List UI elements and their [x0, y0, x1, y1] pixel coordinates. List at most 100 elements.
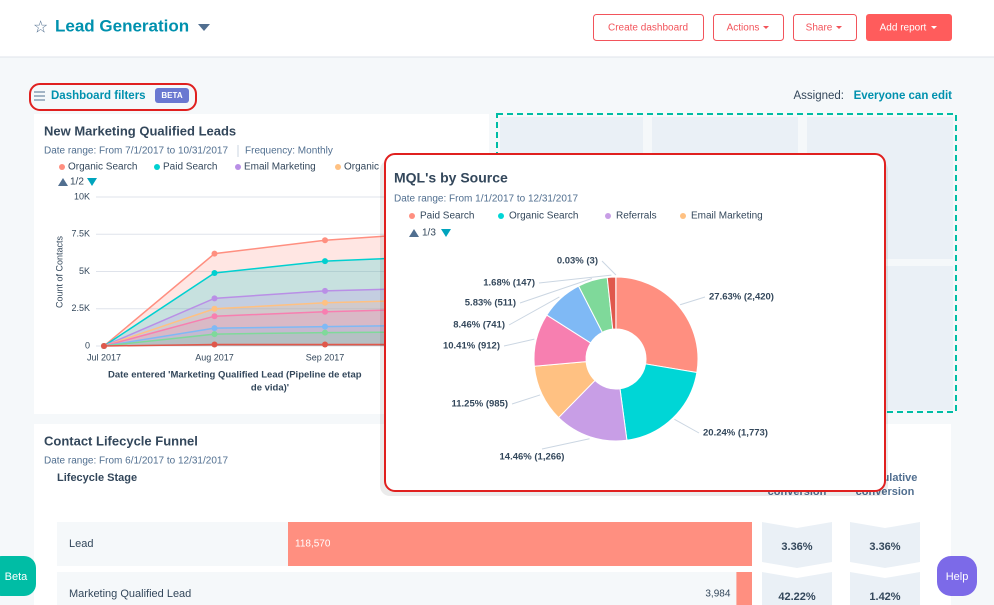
- legend-label: Organic Search: [509, 211, 578, 222]
- area: [104, 325, 436, 346]
- column-header: ulative: [883, 472, 918, 484]
- line: [103, 255, 436, 347]
- point: [211, 250, 218, 257]
- column-header: Lifecycle Stage: [57, 472, 137, 484]
- slice-label: 8.46% (741): [453, 320, 505, 331]
- point: [211, 341, 218, 348]
- legend-dot: [498, 213, 504, 219]
- point: [322, 237, 328, 244]
- x-axis-title: de vida)': [251, 383, 289, 394]
- point: [211, 269, 218, 276]
- leader-line: [674, 418, 700, 434]
- button-frame: [793, 14, 857, 41]
- filters-link[interactable]: Dashboard filters: [51, 90, 146, 102]
- badge-label: BETA: [161, 91, 182, 100]
- beta-label: Beta: [5, 571, 29, 583]
- leader-line: [538, 274, 612, 284]
- date-range: Date range: From 6/1/2017 to 12/31/2017: [44, 456, 228, 467]
- area: [104, 331, 436, 346]
- button-label: Create dashboard: [608, 23, 688, 34]
- conversion-badge: [762, 572, 832, 605]
- slice-label: 27.63% (2,420): [709, 292, 774, 303]
- point: [211, 305, 218, 312]
- star-icon[interactable]: ☆: [33, 17, 48, 36]
- point: [322, 308, 328, 315]
- bar-label: 118,570: [295, 539, 331, 550]
- slice-label: 14.46% (1,266): [500, 452, 565, 463]
- popup-title: MQL's by Source: [394, 170, 508, 186]
- point: [211, 295, 218, 302]
- point: [101, 343, 107, 349]
- slice: [615, 276, 699, 374]
- stage-label: Marketing Qualified Lead: [69, 588, 191, 600]
- assigned-link[interactable]: Everyone can edit: [854, 90, 953, 102]
- button-share[interactable]: Share: [793, 14, 857, 41]
- legend-label: Email Marketing: [244, 162, 316, 173]
- badge: [155, 88, 189, 103]
- leader-line: [541, 438, 590, 450]
- donut-chart: Paid Search Organic Search Referrals Email …: [409, 211, 774, 463]
- page-next[interactable]: [441, 229, 451, 237]
- conversion-badge: [850, 522, 920, 568]
- legend-page: 1/3: [422, 228, 436, 239]
- slice-label: 5.83% (511): [465, 298, 516, 309]
- line: [103, 308, 436, 347]
- bar-label: 3,984: [705, 589, 730, 600]
- page-prev[interactable]: [409, 229, 419, 237]
- row-background: [57, 572, 752, 605]
- leader-line: [679, 296, 706, 306]
- beta-tab[interactable]: [0, 556, 36, 596]
- conversion-label: 3.36%: [869, 541, 900, 553]
- slice-label: 1.68% (147): [483, 278, 535, 289]
- point: [322, 258, 328, 265]
- leader-line: [503, 338, 535, 347]
- legend-label: Referrals: [616, 211, 657, 222]
- caret[interactable]: [198, 24, 210, 31]
- legend-page: 1/2: [70, 177, 84, 188]
- slice-label: 10.41% (912): [443, 341, 500, 352]
- funnel-table: Lead 118,570 3.36% 3.36% Marketing Qualified…: [57, 522, 920, 605]
- conversion-label: 1.42%: [869, 591, 900, 603]
- leader-line: [511, 394, 541, 405]
- y-tick-label: 0: [85, 340, 90, 350]
- filter-icon: [34, 91, 45, 101]
- frequency: Frequency: Monthly: [245, 146, 333, 157]
- help-button[interactable]: [937, 556, 977, 596]
- x-tick-label: Aug 2017: [195, 352, 234, 362]
- line: [103, 232, 436, 347]
- caret: [763, 26, 769, 29]
- point: [322, 341, 328, 348]
- conversion-badge: [762, 522, 832, 568]
- stage-label: Lead: [69, 538, 93, 550]
- line: [103, 299, 436, 347]
- page-next[interactable]: [87, 178, 97, 186]
- caret: [836, 26, 842, 29]
- y-tick-label: 5K: [79, 266, 90, 276]
- legend-dot: [154, 164, 160, 170]
- point: [322, 287, 328, 294]
- point: [322, 323, 328, 330]
- leader-line: [601, 260, 617, 276]
- line: [103, 287, 436, 347]
- legend-label: Organic Search: [68, 162, 137, 173]
- y-axis-title: Count of Contacts: [54, 235, 64, 308]
- slice-label: 20.24% (1,773): [703, 428, 768, 439]
- button-frame: [593, 14, 704, 41]
- page-prev[interactable]: [58, 178, 68, 186]
- button-actions[interactable]: Actions: [713, 14, 784, 41]
- line: [103, 324, 436, 347]
- caret: [931, 26, 937, 29]
- help-label: Help: [946, 571, 969, 583]
- point: [211, 325, 218, 332]
- button-create[interactable]: Create dashboard: [593, 14, 704, 41]
- legend-label: Paid Search: [163, 162, 217, 173]
- legend-dot: [409, 213, 415, 219]
- dashboard-title[interactable]: Lead Generation: [55, 16, 189, 35]
- slice-label: 11.25% (985): [451, 399, 508, 410]
- button-add-report[interactable]: Add report: [866, 14, 952, 41]
- legend-dot: [235, 164, 241, 170]
- point: [211, 331, 218, 338]
- point: [322, 299, 328, 306]
